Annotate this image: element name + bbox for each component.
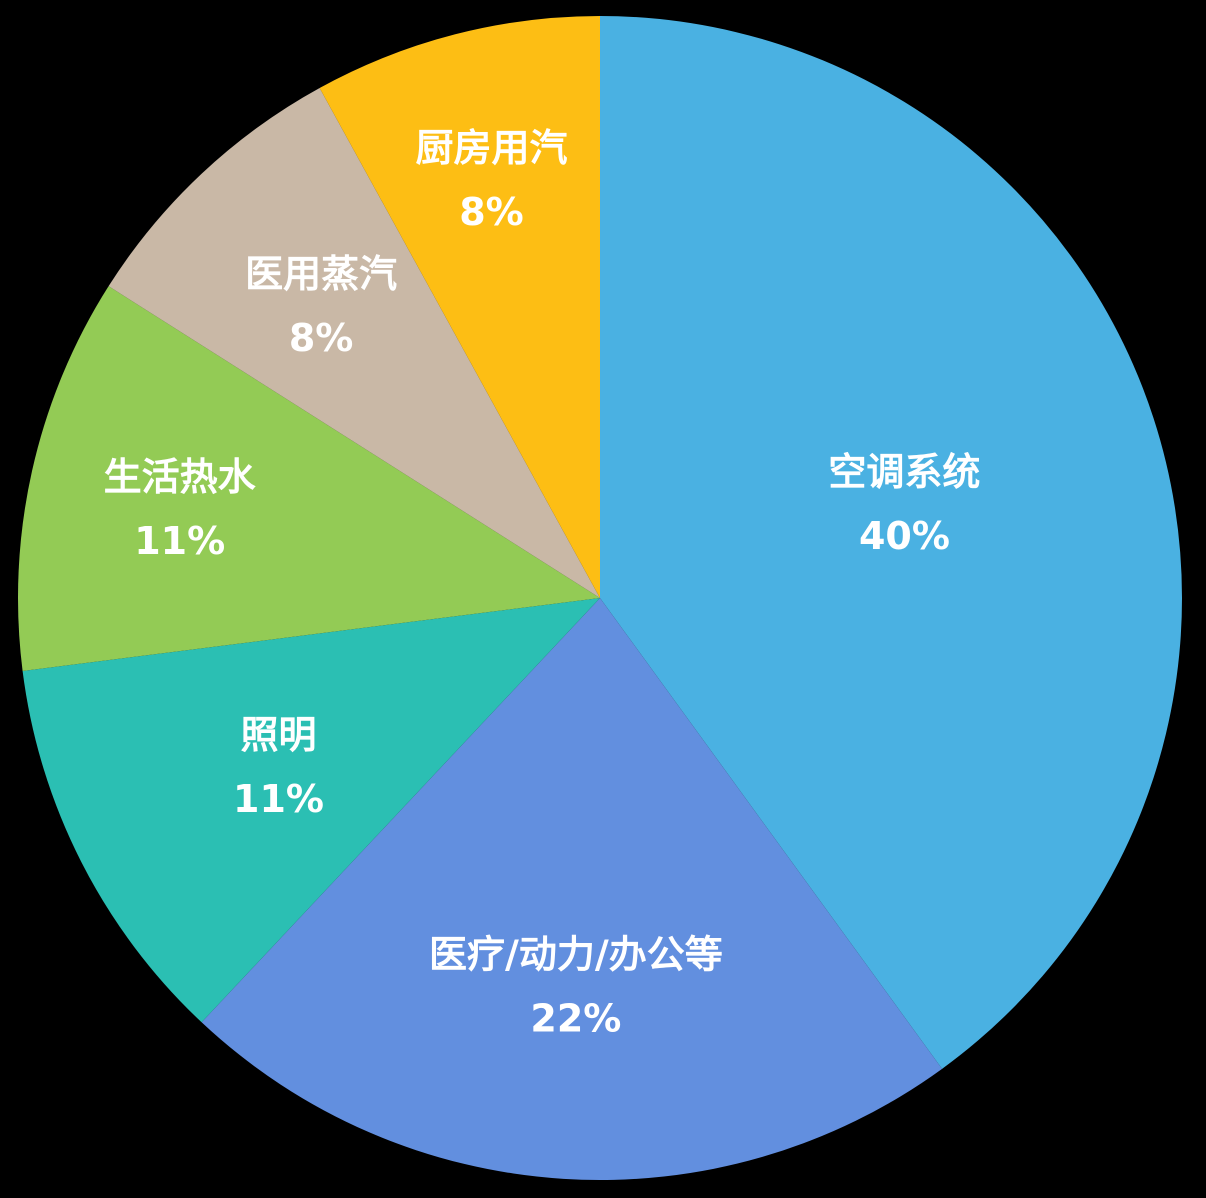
pie-slice bbox=[319, 15, 600, 598]
pie-slice bbox=[201, 598, 943, 1180]
slice-value-label: 8% bbox=[459, 190, 524, 234]
slice-label: 照明 bbox=[240, 713, 316, 757]
pie-slice bbox=[17, 286, 600, 671]
pie-slices bbox=[17, 15, 1182, 1180]
slice-value-label: 11% bbox=[134, 519, 225, 563]
slice-label: 医疗/动力/办公等 bbox=[429, 932, 723, 976]
pie-slice bbox=[600, 16, 1182, 1069]
pie-labels: 空调系统 40% 医疗/动力/办公等 22% 照明 11% 生活热水 11% 医用蒸汽 8% 厨房用… bbox=[104, 126, 981, 1040]
slice-label: 医用蒸汽 bbox=[245, 252, 397, 296]
slice-value-label: 11% bbox=[233, 777, 324, 821]
slice-value-label: 8% bbox=[289, 316, 354, 360]
slice-label: 空调系统 bbox=[828, 450, 980, 494]
slice-label: 生活热水 bbox=[104, 455, 257, 499]
slice-value-label: 40% bbox=[859, 514, 950, 558]
slice-label: 厨房用汽 bbox=[415, 126, 567, 170]
slice-value-label: 22% bbox=[530, 996, 621, 1040]
pie-slice bbox=[22, 598, 601, 1023]
pie-slice bbox=[108, 87, 601, 599]
